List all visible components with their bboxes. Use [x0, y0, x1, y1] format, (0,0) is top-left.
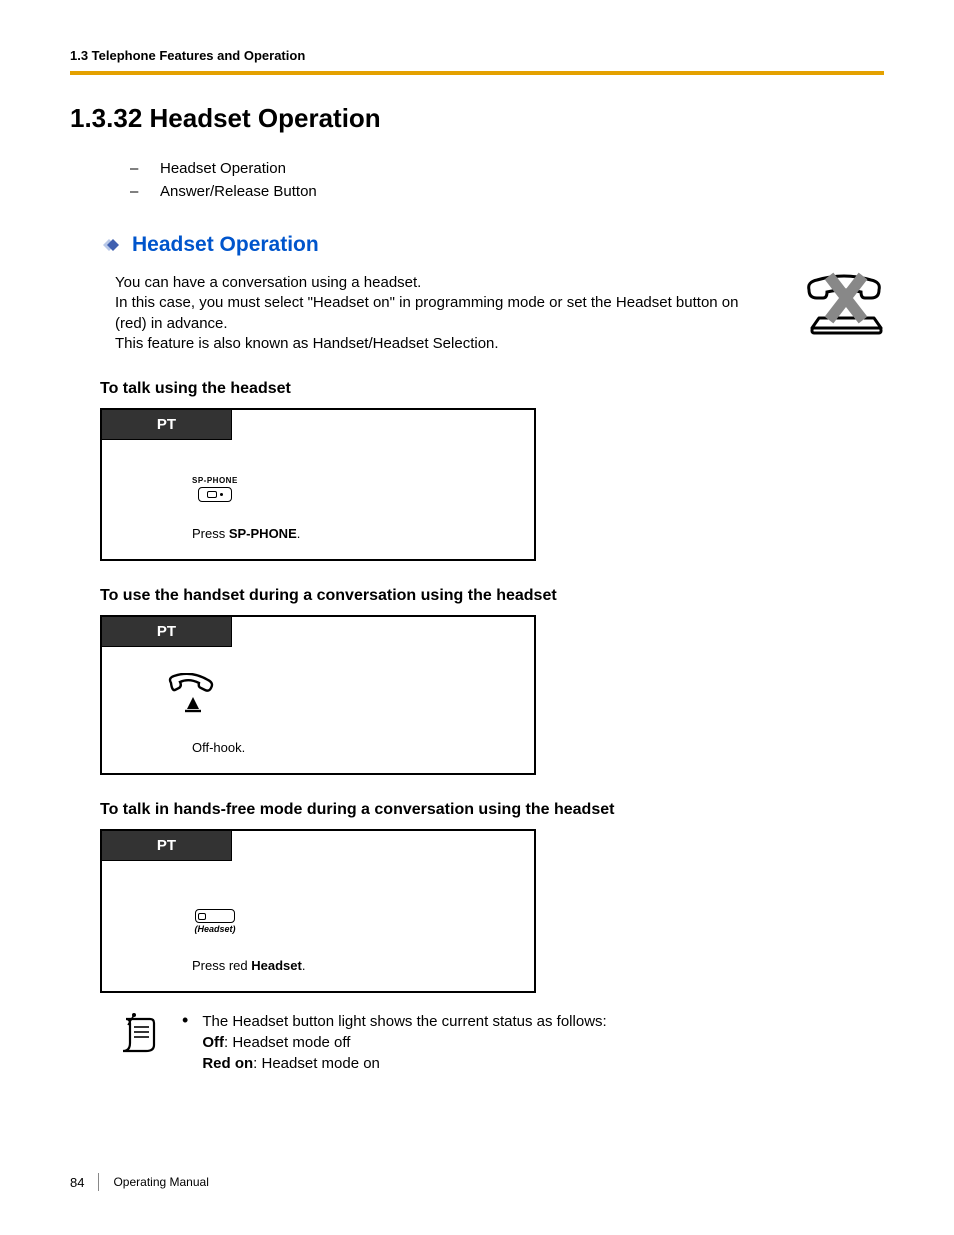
step-caption: Press red Headset.: [192, 958, 305, 973]
sp-phone-key-label: SP-PHONE: [192, 476, 238, 485]
page-number: 84: [70, 1175, 84, 1190]
note-line: Red on: Headset mode on: [202, 1053, 606, 1074]
headset-key-icon: (Headset): [185, 909, 245, 934]
notepad-icon: [120, 1011, 162, 1063]
note-block: • The Headset button light shows the cur…: [120, 1011, 884, 1074]
step-heading: To talk using the headset: [100, 380, 884, 398]
note-content: • The Headset button light shows the cur…: [182, 1011, 607, 1074]
step-body: SP-PHONE Press SP-PHONE.: [102, 440, 534, 559]
bullet-icon: •: [182, 1011, 188, 1074]
dash-icon: –: [130, 158, 160, 181]
sp-phone-key-icon: SP-PHONE: [192, 476, 238, 502]
diamond-bullet-icon: [96, 236, 122, 254]
step-box: PT (Headset) Press red Headset.: [100, 829, 536, 993]
list-item: – Answer/Release Button: [130, 181, 884, 204]
step-heading: To talk in hands-free mode during a conv…: [100, 801, 884, 819]
pt-tab: PT: [102, 410, 232, 440]
footer-divider: [98, 1173, 99, 1191]
note-line: Off: Headset mode off: [202, 1032, 606, 1053]
no-handset-icon: [799, 268, 894, 338]
footer-doc-title: Operating Manual: [113, 1175, 208, 1189]
running-head: 1.3 Telephone Features and Operation: [70, 48, 884, 63]
headset-key-sublabel: (Headset): [185, 924, 245, 934]
pt-tab: PT: [102, 831, 232, 861]
step-body: Off-hook.: [102, 647, 534, 773]
intro-line: In this case, you must select "Headset o…: [115, 293, 774, 334]
step-box: PT Off-hook.: [100, 615, 536, 775]
note-line: The Headset button light shows the curre…: [202, 1011, 606, 1032]
page-footer: 84 Operating Manual: [70, 1173, 209, 1191]
topic-list: – Headset Operation – Answer/Release But…: [130, 158, 884, 203]
page-header: 1.3 Telephone Features and Operation: [70, 48, 884, 75]
offhook-icon: [165, 673, 217, 720]
intro-line: This feature is also known as Handset/He…: [115, 334, 774, 354]
step-caption: Off-hook.: [192, 740, 245, 755]
intro-line: You can have a conversation using a head…: [115, 273, 774, 293]
step-body: (Headset) Press red Headset.: [102, 861, 534, 991]
step-heading: To use the handset during a conversation…: [100, 587, 884, 605]
list-item-label: Answer/Release Button: [160, 181, 317, 204]
intro-paragraph: You can have a conversation using a head…: [115, 273, 884, 354]
dash-icon: –: [130, 181, 160, 204]
list-item-label: Headset Operation: [160, 158, 286, 181]
step-box: PT SP-PHONE Press SP-PHONE.: [100, 408, 536, 561]
step-caption: Press SP-PHONE.: [192, 526, 300, 541]
header-rule: [70, 71, 884, 75]
pt-tab: PT: [102, 617, 232, 647]
list-item: – Headset Operation: [130, 158, 884, 181]
subsection-heading: Headset Operation: [96, 233, 884, 257]
section-title: 1.3.32 Headset Operation: [70, 103, 884, 134]
subsection-title: Headset Operation: [132, 233, 319, 257]
